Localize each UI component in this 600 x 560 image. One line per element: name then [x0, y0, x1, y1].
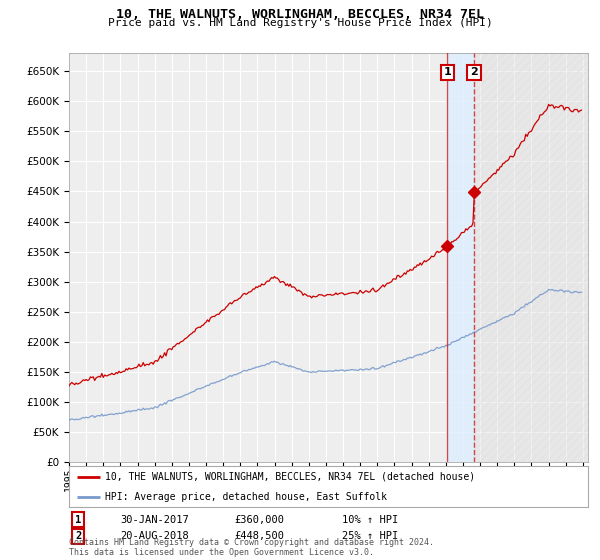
Text: 30-JAN-2017: 30-JAN-2017 [120, 515, 189, 525]
Text: Contains HM Land Registry data © Crown copyright and database right 2024.
This d: Contains HM Land Registry data © Crown c… [69, 538, 434, 557]
Bar [447, 53, 474, 462]
Bar [474, 53, 592, 462]
Text: £448,500: £448,500 [234, 531, 284, 542]
Text: 10% ↑ HPI: 10% ↑ HPI [342, 515, 398, 525]
Text: 20-AUG-2018: 20-AUG-2018 [120, 531, 189, 542]
Text: 1: 1 [75, 515, 81, 525]
Text: 1: 1 [443, 67, 451, 77]
Text: 2: 2 [470, 67, 478, 77]
Text: 2: 2 [75, 531, 81, 542]
Text: 10, THE WALNUTS, WORLINGHAM, BECCLES, NR34 7EL (detached house): 10, THE WALNUTS, WORLINGHAM, BECCLES, NR… [106, 472, 475, 482]
Text: HPI: Average price, detached house, East Suffolk: HPI: Average price, detached house, East… [106, 492, 388, 502]
Text: £360,000: £360,000 [234, 515, 284, 525]
Text: 10, THE WALNUTS, WORLINGHAM, BECCLES, NR34 7EL: 10, THE WALNUTS, WORLINGHAM, BECCLES, NR… [116, 8, 484, 21]
Text: Price paid vs. HM Land Registry's House Price Index (HPI): Price paid vs. HM Land Registry's House … [107, 18, 493, 28]
Text: 25% ↑ HPI: 25% ↑ HPI [342, 531, 398, 542]
